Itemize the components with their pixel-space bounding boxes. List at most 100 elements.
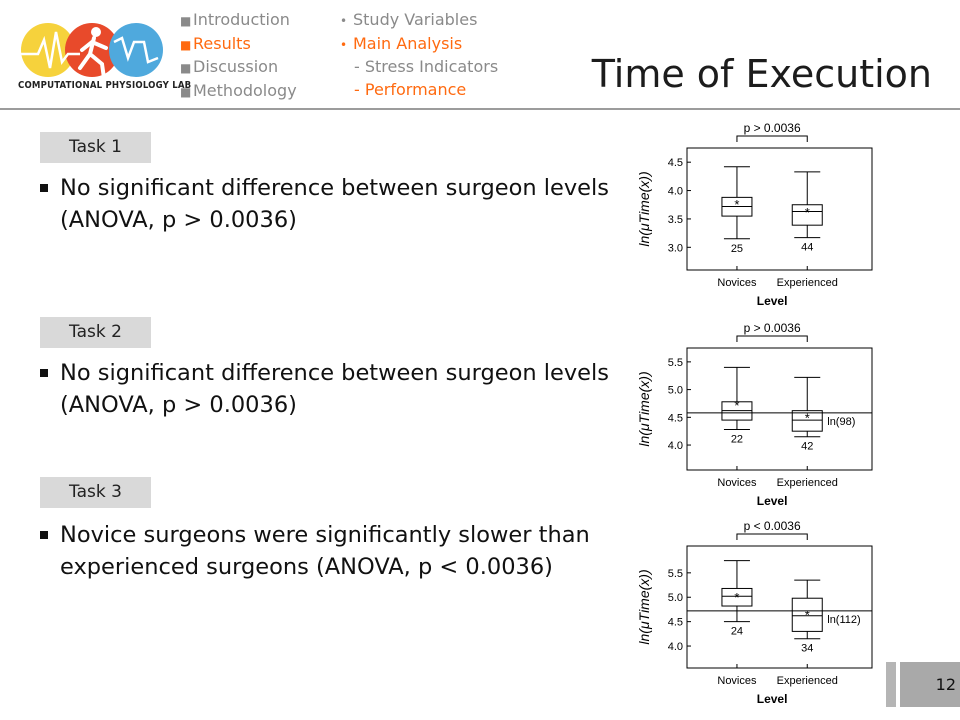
- task-2-boxplot: 4.0 4.5 5.0 5.5 ln(98) * 22 Novices * 42 Experienc…: [636, 321, 873, 508]
- nav-item-discussion[interactable]: ■ Discussion: [180, 56, 297, 80]
- y-tick-label: 4.5: [668, 157, 683, 169]
- finding-line-2: (ANOVA, p > 0.0036): [60, 207, 297, 233]
- significance-label: p > 0.0036: [744, 121, 801, 135]
- y-tick-label: 5.5: [668, 568, 683, 580]
- nav-item-study-variables[interactable]: • Study Variables: [340, 9, 498, 33]
- y-tick-label: 3.5: [668, 214, 683, 226]
- task-1-label: Task 1: [40, 132, 151, 163]
- significance-label: p < 0.0036: [744, 519, 801, 533]
- mean-marker: *: [734, 590, 739, 605]
- sample-size-label: 25: [731, 243, 743, 255]
- square-bullet-icon: [40, 369, 48, 377]
- y-tick-label: 5.0: [668, 592, 683, 604]
- sample-size-label: 34: [801, 643, 813, 655]
- square-bullet-icon: ■: [180, 61, 192, 75]
- task-1-finding: No significant difference between surgeo…: [40, 172, 615, 236]
- plot-frame: [686, 347, 873, 471]
- significance-bracket: [736, 135, 808, 142]
- x-axis-label: Level: [757, 294, 788, 308]
- square-bullet-icon: ■: [180, 37, 192, 52]
- mean-marker: *: [734, 197, 739, 212]
- x-tick-label: Experienced: [777, 477, 838, 489]
- square-bullet-icon: ■: [180, 84, 192, 99]
- nav-subsections: • Study Variables • Main Analysis - Stress…: [340, 9, 498, 101]
- logo-caption: COMPUTATIONAL PHYSIOLOGY LAB: [18, 80, 192, 91]
- y-axis-label: ln(μTime(x)): [636, 569, 652, 644]
- header-divider: [0, 108, 960, 110]
- y-tick-label: 3.0: [668, 242, 683, 254]
- nav-label: Discussion: [193, 57, 279, 76]
- task-3-boxplot: 4.0 4.5 5.0 5.5 ln(112) * 24 Novices * 34 Experien…: [636, 519, 873, 706]
- significance-bracket: [736, 335, 808, 342]
- reference-label: ln(112): [827, 614, 860, 626]
- finding-line-2: experienced surgeons (ANOVA, p < 0.0036): [60, 554, 553, 580]
- plot-frame: [686, 147, 873, 271]
- finding-line-1: No significant difference between surgeo…: [60, 360, 609, 386]
- iqr-box: [791, 410, 823, 432]
- square-bullet-icon: ■: [180, 14, 192, 28]
- nav-item-introduction[interactable]: ■ Introduction: [180, 9, 297, 33]
- nav-label: - Stress Indicators: [354, 57, 499, 76]
- iqr-box: [791, 597, 823, 632]
- page-number-box: 12: [900, 662, 960, 707]
- mean-marker: *: [805, 607, 810, 622]
- page-number: 12: [935, 675, 956, 694]
- nav-label: Study Variables: [353, 10, 478, 29]
- nav-label: Results: [193, 33, 251, 53]
- plot-frame: [686, 545, 873, 669]
- y-tick-label: 4.5: [668, 412, 683, 424]
- x-tick-label: Novices: [717, 477, 757, 489]
- x-tick-label: Experienced: [777, 277, 838, 289]
- x-tick-label: Experienced: [777, 675, 838, 687]
- sample-size-label: 44: [801, 242, 813, 254]
- nav-item-results[interactable]: ■ Results: [180, 33, 297, 57]
- task-1-boxplot: 3.0 3.5 4.0 4.5 * 25 Novices * 44 Experienced p > …: [636, 121, 873, 308]
- nav-label: Introduction: [193, 10, 290, 29]
- y-axis-label: ln(μTime(x)): [636, 171, 652, 246]
- significance-bracket: [736, 533, 808, 540]
- mean-marker: *: [805, 205, 810, 220]
- sample-size-label: 42: [801, 441, 813, 453]
- lab-logo: [21, 23, 163, 80]
- nav-item-stress-indicators[interactable]: - Stress Indicators: [340, 56, 498, 79]
- finding-line-1: No significant difference between surgeo…: [60, 175, 609, 201]
- nav-item-main-analysis[interactable]: • Main Analysis: [340, 33, 498, 57]
- nav-item-methodology[interactable]: ■ Methodology: [180, 80, 297, 104]
- sample-size-label: 22: [731, 434, 743, 446]
- y-tick-label: 5.0: [668, 385, 683, 397]
- significance-label: p > 0.0036: [744, 321, 801, 335]
- nav-label: Methodology: [193, 80, 297, 100]
- x-tick-label: Novices: [717, 277, 757, 289]
- task-2-finding: No significant difference between surgeo…: [40, 357, 615, 421]
- y-tick-label: 5.5: [668, 357, 683, 369]
- finding-line-2: (ANOVA, p > 0.0036): [60, 392, 297, 418]
- finding-line-1: Novice surgeons were significantly slowe…: [60, 522, 590, 548]
- y-tick-label: 4.0: [668, 186, 683, 198]
- iqr-box: [791, 204, 823, 226]
- task-3-finding: Novice surgeons were significantly slowe…: [40, 519, 615, 583]
- sample-size-label: 24: [731, 626, 743, 638]
- nav-label: - Performance: [354, 79, 467, 99]
- task-2-label: Task 2: [40, 317, 151, 348]
- mean-marker: *: [734, 398, 739, 413]
- y-tick-label: 4.5: [668, 617, 683, 629]
- nav-item-performance[interactable]: - Performance: [340, 79, 498, 102]
- iqr-box: [721, 587, 753, 607]
- task-3-label: Task 3: [40, 477, 151, 508]
- square-bullet-icon: [40, 531, 48, 539]
- dot-bullet-icon: •: [340, 14, 348, 28]
- x-axis-label: Level: [757, 692, 788, 706]
- y-axis-label: ln(μTime(x)): [636, 371, 652, 446]
- footer-accent: [886, 662, 896, 707]
- nav-sections: ■ Introduction ■ Results ■ Discussion ■ Meth…: [180, 9, 297, 103]
- dot-bullet-icon: •: [340, 37, 348, 52]
- y-tick-label: 4.0: [668, 641, 683, 653]
- slide-title: Time of Execution: [591, 52, 932, 96]
- mean-marker: *: [805, 410, 810, 425]
- square-bullet-icon: [40, 184, 48, 192]
- x-axis-label: Level: [757, 494, 788, 508]
- x-tick-label: Novices: [717, 675, 757, 687]
- nav-label: Main Analysis: [353, 33, 463, 53]
- reference-label: ln(98): [827, 416, 855, 428]
- y-tick-label: 4.0: [668, 440, 683, 452]
